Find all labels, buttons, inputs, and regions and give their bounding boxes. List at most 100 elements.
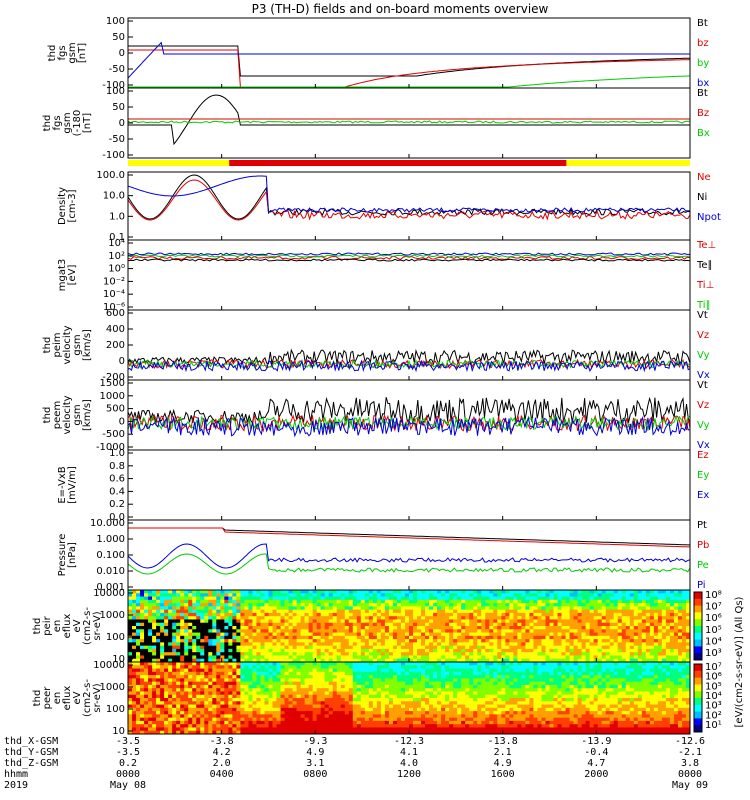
heatmap-cell	[392, 668, 398, 673]
legend-entry: Ni	[697, 192, 707, 203]
heatmap-cell	[256, 593, 261, 597]
heatmap-cell	[336, 720, 342, 725]
heatmap-cell	[264, 684, 269, 689]
heatmap-cell	[168, 720, 173, 725]
heatmap-cell	[200, 658, 205, 663]
heatmap-cell	[152, 711, 157, 715]
heatmap-cell	[368, 727, 374, 732]
heatmap-cell	[136, 639, 141, 643]
heatmap-cell	[184, 606, 189, 611]
heatmap-cell	[449, 622, 454, 627]
heatmap-cell	[264, 596, 269, 601]
y-axis-label: gsm	[72, 334, 83, 355]
heatmap-cell	[380, 655, 386, 660]
heatmap-cell	[320, 684, 326, 689]
heatmap-cell	[396, 730, 402, 735]
heatmap-cell	[252, 724, 257, 728]
heatmap-cell	[633, 603, 639, 607]
heatmap-cell	[417, 616, 422, 620]
heatmap-cell	[404, 616, 410, 620]
heatmap-cell	[621, 645, 627, 650]
heatmap-cell	[525, 652, 530, 656]
heatmap-cell	[617, 645, 623, 650]
heatmap-cell	[621, 635, 627, 640]
heatmap-cell	[172, 609, 177, 614]
heatmap-cell	[204, 668, 209, 673]
heatmap-cell	[380, 717, 386, 722]
heatmap-cell	[308, 701, 314, 705]
heatmap-cell	[228, 717, 233, 722]
heatmap-cell	[413, 711, 418, 715]
heatmap-cell	[308, 675, 314, 679]
heatmap-cell	[240, 655, 245, 660]
heatmap-cell	[268, 632, 273, 637]
heatmap-cell	[665, 632, 671, 637]
heatmap-cell	[380, 619, 386, 624]
heatmap-cell	[649, 629, 655, 633]
heatmap-cell	[276, 635, 281, 640]
heatmap-cell	[421, 599, 426, 604]
heatmap-cell	[312, 655, 318, 660]
heatmap-cell	[300, 691, 306, 696]
heatmap-cell	[637, 645, 643, 650]
heatmap-cell	[284, 635, 289, 640]
heatmap-cell	[368, 629, 374, 633]
heatmap-cell	[152, 658, 157, 663]
heatmap-cell	[629, 658, 635, 663]
heatmap-cell	[505, 603, 510, 607]
heatmap-cell	[400, 662, 406, 666]
heatmap-cell	[457, 616, 462, 620]
heatmap-cell	[280, 662, 285, 666]
heatmap-cell	[513, 632, 518, 637]
heatmap-cell	[240, 606, 245, 611]
heatmap-cell	[164, 714, 169, 719]
heatmap-cell	[200, 619, 205, 624]
heatmap-cell	[140, 619, 145, 624]
heatmap-cell	[372, 616, 378, 620]
heatmap-cell	[172, 616, 177, 620]
heatmap-cell	[525, 645, 530, 650]
heatmap-cell	[368, 593, 374, 597]
heatmap-cell	[380, 727, 386, 732]
heatmap-cell	[228, 606, 233, 611]
heatmap-cell	[513, 642, 518, 647]
heatmap-cell	[152, 609, 157, 614]
heatmap-cell	[200, 678, 205, 683]
heatmap-cell	[220, 652, 225, 656]
heatmap-cell	[360, 648, 366, 653]
heatmap-cell	[128, 714, 133, 719]
heatmap-cell	[240, 662, 245, 666]
heatmap-cell	[280, 701, 285, 705]
heatmap-cell	[489, 655, 494, 660]
heatmap-cell	[232, 701, 237, 705]
legend-entry: by	[697, 58, 709, 69]
heatmap-cell	[364, 707, 370, 712]
heatmap-cell	[509, 609, 514, 614]
y-axis-label: Pressure	[57, 534, 68, 577]
heatmap-cell	[312, 727, 318, 732]
heatmap-cell	[617, 629, 623, 633]
heatmap-cell	[605, 603, 611, 607]
heatmap-cell	[316, 590, 322, 594]
heatmap-cell	[140, 675, 145, 679]
heatmap-cell	[433, 609, 438, 614]
heatmap-cell	[316, 648, 322, 653]
heatmap-cell	[380, 648, 386, 653]
heatmap-cell	[196, 701, 201, 705]
heatmap-cell	[328, 619, 334, 624]
heatmap-cell	[144, 632, 149, 637]
heatmap-cell	[284, 639, 289, 643]
heatmap-cell	[360, 698, 366, 702]
heatmap-cell	[268, 658, 273, 663]
heatmap-cell	[168, 678, 173, 683]
heatmap-cell	[312, 645, 318, 650]
heatmap-cell	[453, 616, 458, 620]
heatmap-cell	[156, 714, 161, 719]
heatmap-cell	[168, 635, 173, 640]
heatmap-cell	[292, 603, 297, 607]
heatmap-cell	[569, 652, 574, 656]
heatmap-cell	[336, 727, 342, 732]
heatmap-cell	[144, 626, 149, 630]
heatmap-cell	[513, 616, 518, 620]
heatmap-cell	[400, 727, 406, 732]
